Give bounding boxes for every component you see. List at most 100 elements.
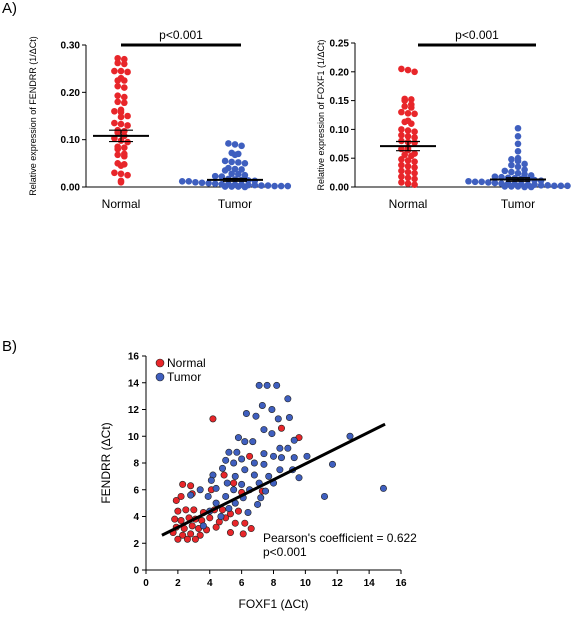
normal-data-point <box>121 99 128 107</box>
tumor-data-point <box>230 459 238 467</box>
tumor-data-point <box>217 513 225 521</box>
tumor-data-point <box>285 414 293 422</box>
significance-label: p<0.001 <box>455 28 499 42</box>
normal-data-point <box>398 65 405 73</box>
normal-data-point <box>404 174 412 182</box>
normal-data-point <box>114 82 121 90</box>
y-tick-label: 0.05 <box>330 154 350 165</box>
y-tick-label: 2 <box>133 539 139 550</box>
normal-data-point <box>411 128 418 136</box>
normal-data-point <box>124 112 131 120</box>
y-tick-label: 0.20 <box>61 88 81 99</box>
normal-data-point <box>411 181 418 188</box>
normal-data-point <box>404 133 412 140</box>
normal-data-point <box>231 519 239 527</box>
tumor-data-point <box>192 178 199 186</box>
tumor-data-point <box>551 182 558 190</box>
normal-data-point <box>179 531 187 539</box>
tumor-data-point <box>255 381 263 389</box>
tumor-data-point <box>258 401 266 409</box>
normal-data-point <box>411 134 418 141</box>
normal-data-point <box>401 97 408 104</box>
tumor-data-point <box>198 179 206 187</box>
normal-data-point <box>408 152 415 160</box>
tumor-data-point <box>225 504 233 512</box>
tumor-data-point <box>249 438 257 446</box>
x-tick-label: 14 <box>364 578 376 589</box>
tumor-data-point <box>212 484 220 492</box>
normal-data-point <box>241 519 249 527</box>
tumor-data-point <box>228 183 235 190</box>
x-tick-label: 0 <box>143 578 149 589</box>
tumor-data-point <box>501 167 509 175</box>
normal-data-point <box>121 60 128 68</box>
tumor-data-point <box>204 492 212 500</box>
tumor-data-point <box>277 454 285 462</box>
y-tick-label: 6 <box>133 485 139 496</box>
normal-data-point <box>404 168 412 176</box>
tumor-data-point <box>223 479 231 487</box>
normal-data-point <box>121 55 128 63</box>
normal-data-point <box>404 162 412 170</box>
tumor-data-point <box>328 460 336 468</box>
normal-data-point <box>404 109 412 117</box>
tumor-data-point <box>521 160 528 168</box>
tumor-data-point <box>238 142 245 150</box>
tumor-data-point <box>284 182 292 190</box>
normal-data-point <box>179 480 187 488</box>
tumor-data-point <box>235 170 242 178</box>
tumor-data-point <box>295 474 303 482</box>
x-tick-label: 2 <box>175 578 181 589</box>
tumor-data-point <box>241 183 249 191</box>
normal-data-point <box>183 535 191 543</box>
y-tick-label: 0.10 <box>61 135 81 146</box>
correlation-scatter-plot: 0 2 4 6 8 10 12 14 16 0 2 4 6 8 10 12 14 16 FOXF1 (ΔCt) FEN… <box>99 352 417 612</box>
tumor-data-point <box>260 460 268 468</box>
normal-data-point <box>401 151 408 159</box>
y-axis-label: Relative expression of FOXF1 (1/ΔCt) <box>316 39 326 190</box>
tumor-data-point <box>241 438 249 446</box>
normal-data-point <box>398 156 405 163</box>
normal-data-point <box>172 496 180 504</box>
tumor-data-point <box>265 472 273 480</box>
panel-label-a: A) <box>2 0 17 17</box>
normal-data-point <box>121 93 128 101</box>
normal-data-point <box>277 424 285 432</box>
tumor-data-point <box>514 124 522 132</box>
tumor-data-point <box>514 147 522 155</box>
tumor-data-point <box>521 166 528 174</box>
normal-data-point <box>117 170 125 178</box>
tumor-data-point <box>514 183 522 190</box>
y-tick-label: 0.30 <box>61 41 81 52</box>
normal-data-point <box>212 523 220 531</box>
y-tick-label: 10 <box>128 432 140 443</box>
tumor-data-point <box>284 444 292 452</box>
x-category-label: Normal <box>389 197 428 211</box>
tumor-data-point <box>219 464 227 472</box>
tumor-data-point <box>514 140 522 148</box>
y-tick-label: 16 <box>128 352 140 363</box>
tumor-data-point <box>514 157 522 165</box>
normal-data-point <box>111 107 118 115</box>
normal-data-point <box>206 514 214 522</box>
x-axis-label: FOXF1 (ΔCt) <box>238 597 308 611</box>
normal-data-point <box>182 506 190 514</box>
normal-data-point <box>411 175 418 183</box>
regression-line <box>161 422 386 537</box>
x-category-label: Tumor <box>501 197 535 211</box>
normal-data-point <box>247 525 255 533</box>
tumor-data-point <box>276 466 284 474</box>
tumor-data-point <box>250 471 258 479</box>
tumor-data-point <box>557 182 565 190</box>
normal-data-point <box>114 145 121 153</box>
y-tick-label: 0.20 <box>330 67 350 78</box>
normal-data-point <box>226 529 234 537</box>
normal-data-point <box>191 535 199 543</box>
normal-data-point <box>117 120 125 128</box>
normal-data-point <box>411 164 418 171</box>
y-tick-label: 0.00 <box>330 183 350 194</box>
panel-label-b: B) <box>2 338 17 355</box>
normal-data-point <box>411 68 418 76</box>
annotation-text: Pearson's coefficient = 0.622 <box>263 531 417 545</box>
tumor-data-point <box>238 455 246 463</box>
